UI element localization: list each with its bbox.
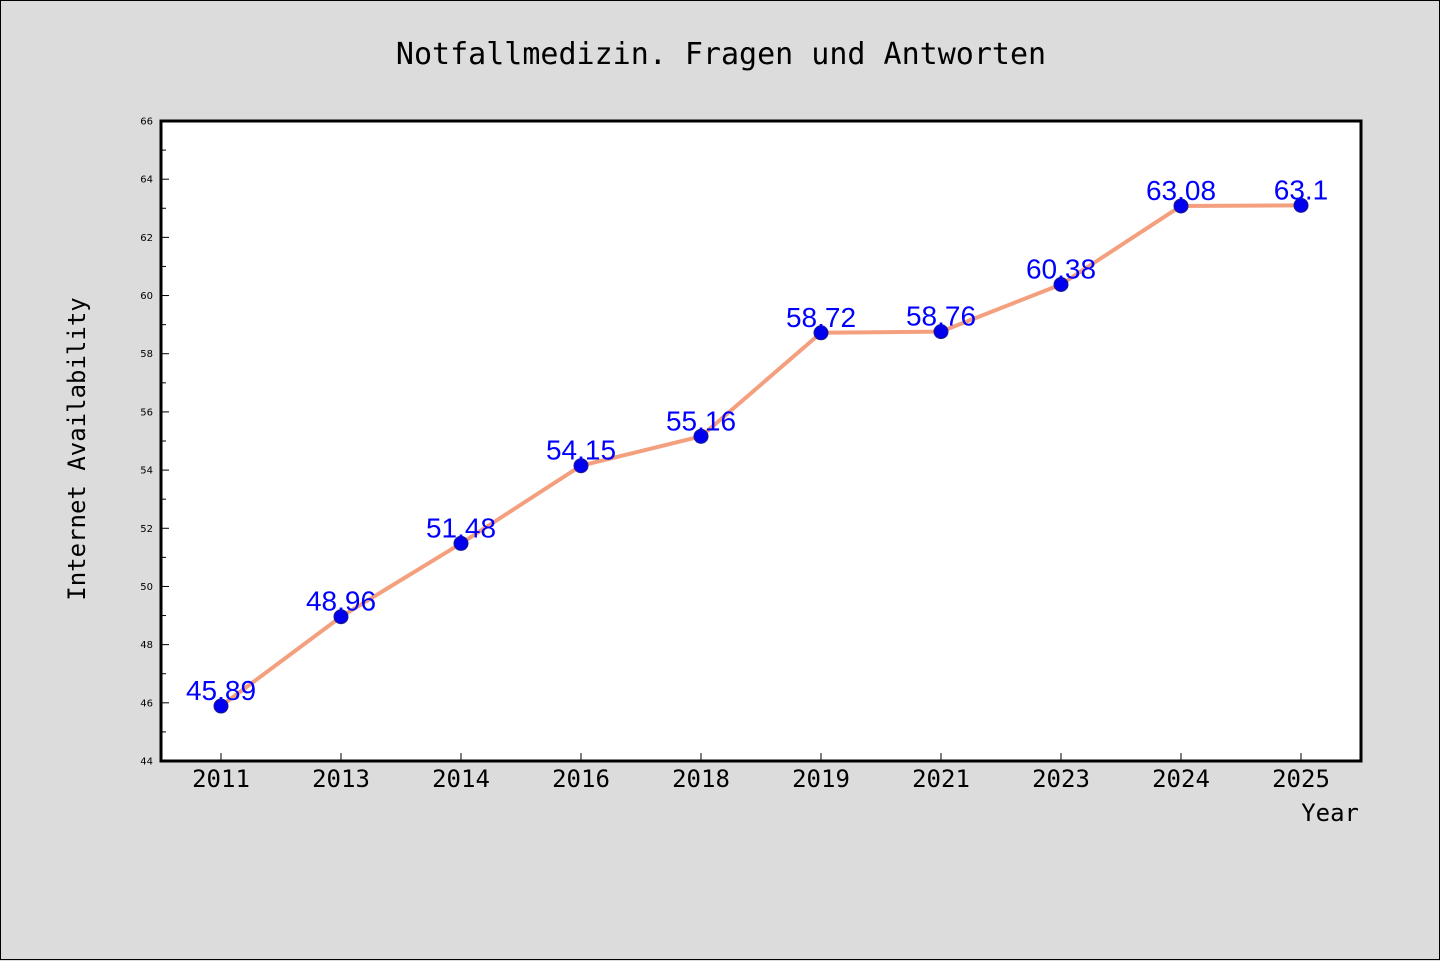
y-tick-label: 66 bbox=[140, 117, 153, 128]
x-tick-label: 2018 bbox=[672, 765, 730, 793]
data-label: 63.08 bbox=[1146, 175, 1216, 206]
y-tick-label: 56 bbox=[140, 407, 153, 418]
x-tick-label: 2016 bbox=[552, 765, 610, 793]
y-tick-label: 64 bbox=[140, 175, 153, 186]
y-tick-label: 44 bbox=[140, 757, 153, 768]
data-point bbox=[1173, 198, 1189, 214]
plot-area bbox=[159, 119, 1363, 763]
x-tick-label: 2013 bbox=[312, 765, 370, 793]
data-label: 60.38 bbox=[1026, 253, 1096, 284]
data-point bbox=[213, 698, 229, 714]
data-label: 54.15 bbox=[546, 435, 616, 466]
data-label: 55.16 bbox=[666, 405, 736, 436]
data-label: 45.89 bbox=[186, 675, 256, 706]
x-tick-label: 2014 bbox=[432, 765, 490, 793]
x-tick-label: 2025 bbox=[1272, 765, 1330, 793]
data-label: 51.48 bbox=[426, 512, 496, 543]
series-line bbox=[219, 203, 1302, 708]
y-axis-label: Internet Availability bbox=[63, 297, 91, 600]
x-axis: 2011 2013 2014 2016 2018 2019 2021 2023 2024 2025 bbox=[192, 753, 1330, 793]
data-label: 48.96 bbox=[306, 586, 376, 617]
series-group: 45.89 48.96 51.48 54.15 55.16 58.72 58.76 60.38… bbox=[186, 174, 1329, 714]
x-tick-label: 2019 bbox=[792, 765, 850, 793]
y-tick-label: 54 bbox=[140, 466, 153, 477]
data-point bbox=[333, 609, 349, 625]
y-axis: 44 46 48 50 52 54 56 58 60 62 64 66 bbox=[140, 117, 169, 768]
y-tick-label: 52 bbox=[140, 524, 153, 535]
data-label: 58.72 bbox=[786, 302, 856, 333]
data-point bbox=[933, 324, 949, 340]
x-tick-label: 2011 bbox=[192, 765, 250, 793]
x-axis-label: Year bbox=[1301, 799, 1359, 827]
chart-title: Notfallmedizin. Fragen und Antworten bbox=[396, 37, 1046, 72]
y-tick-label: 46 bbox=[140, 698, 153, 709]
y-tick-label: 62 bbox=[140, 233, 153, 244]
data-point bbox=[1293, 197, 1309, 213]
data-label: 63.1 bbox=[1274, 174, 1329, 205]
x-tick-label: 2023 bbox=[1032, 765, 1090, 793]
x-tick-label: 2021 bbox=[912, 765, 970, 793]
data-point bbox=[573, 458, 589, 474]
data-point bbox=[453, 535, 469, 551]
data-point bbox=[813, 325, 829, 341]
data-point bbox=[1053, 276, 1069, 292]
y-tick-label: 60 bbox=[140, 291, 153, 302]
data-label: 58.76 bbox=[906, 301, 976, 332]
y-tick-label: 50 bbox=[140, 582, 153, 593]
data-point bbox=[693, 428, 709, 444]
x-tick-label: 2024 bbox=[1152, 765, 1210, 793]
y-tick-label: 48 bbox=[140, 640, 153, 651]
y-tick-label: 58 bbox=[140, 349, 153, 360]
